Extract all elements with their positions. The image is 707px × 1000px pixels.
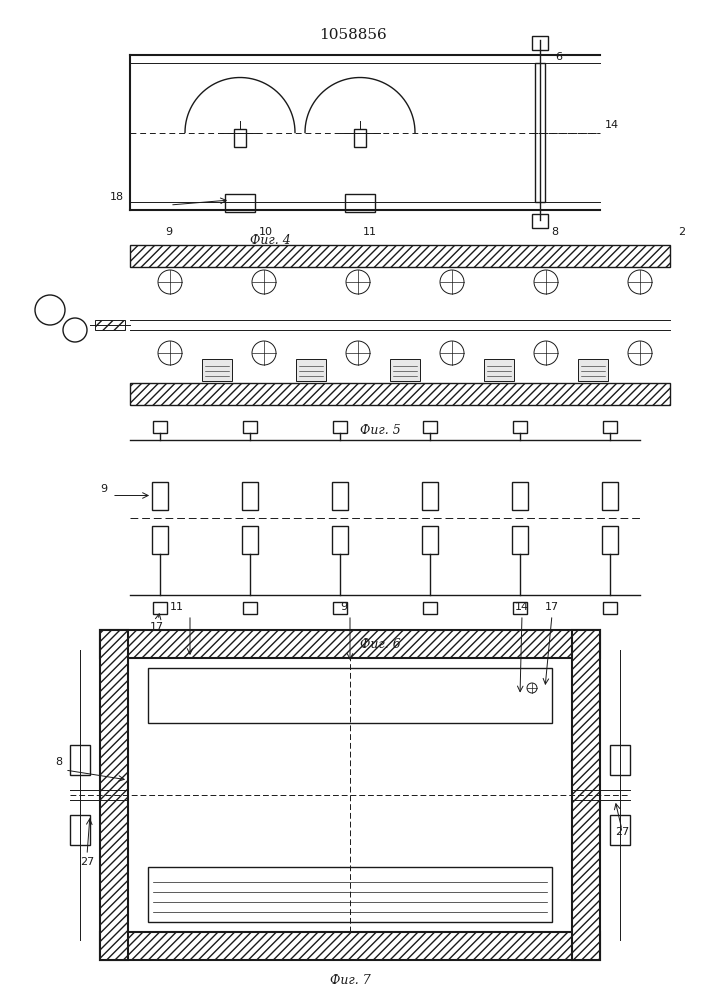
Circle shape (346, 341, 370, 365)
Text: 11: 11 (363, 227, 377, 237)
Circle shape (252, 341, 276, 365)
FancyBboxPatch shape (243, 602, 257, 614)
Text: 8: 8 (551, 227, 558, 237)
FancyBboxPatch shape (512, 526, 528, 554)
Text: 17: 17 (150, 622, 164, 632)
FancyBboxPatch shape (100, 932, 600, 960)
FancyBboxPatch shape (513, 602, 527, 614)
FancyBboxPatch shape (242, 482, 258, 510)
FancyBboxPatch shape (152, 482, 168, 510)
FancyBboxPatch shape (422, 482, 438, 510)
FancyBboxPatch shape (423, 602, 437, 614)
Circle shape (534, 341, 558, 365)
Text: 2: 2 (678, 227, 685, 237)
FancyBboxPatch shape (152, 526, 168, 554)
Text: 10: 10 (259, 227, 273, 237)
Text: 11: 11 (170, 602, 184, 612)
Circle shape (440, 341, 464, 365)
Circle shape (158, 341, 182, 365)
FancyBboxPatch shape (332, 526, 348, 554)
Text: 14: 14 (515, 602, 529, 612)
FancyBboxPatch shape (610, 745, 630, 775)
FancyBboxPatch shape (100, 630, 600, 658)
FancyBboxPatch shape (332, 482, 348, 510)
Text: 17: 17 (545, 602, 559, 612)
Text: 18: 18 (110, 192, 124, 202)
FancyBboxPatch shape (532, 36, 548, 50)
FancyBboxPatch shape (333, 421, 347, 433)
FancyBboxPatch shape (532, 214, 548, 228)
Circle shape (346, 270, 370, 294)
Text: 9: 9 (340, 602, 347, 612)
FancyBboxPatch shape (130, 245, 670, 267)
FancyBboxPatch shape (242, 526, 258, 554)
Text: 1058856: 1058856 (319, 28, 387, 42)
Circle shape (534, 270, 558, 294)
FancyBboxPatch shape (225, 194, 255, 212)
Text: 6: 6 (555, 52, 562, 62)
FancyBboxPatch shape (148, 668, 552, 723)
FancyBboxPatch shape (345, 194, 375, 212)
FancyBboxPatch shape (535, 63, 545, 202)
FancyBboxPatch shape (202, 359, 232, 381)
Circle shape (527, 683, 537, 693)
Text: Фиг. 5: Фиг. 5 (360, 424, 400, 436)
FancyBboxPatch shape (234, 128, 246, 146)
Circle shape (440, 270, 464, 294)
Text: Фиг. 4: Фиг. 4 (250, 233, 291, 246)
FancyBboxPatch shape (513, 421, 527, 433)
Text: Фиг. 7: Фиг. 7 (329, 974, 370, 986)
FancyBboxPatch shape (354, 128, 366, 146)
FancyBboxPatch shape (572, 630, 600, 960)
FancyBboxPatch shape (130, 383, 670, 405)
FancyBboxPatch shape (512, 482, 528, 510)
FancyBboxPatch shape (148, 867, 552, 922)
Circle shape (158, 270, 182, 294)
FancyBboxPatch shape (243, 421, 257, 433)
Circle shape (628, 270, 652, 294)
FancyBboxPatch shape (153, 602, 167, 614)
FancyBboxPatch shape (484, 359, 514, 381)
FancyBboxPatch shape (296, 359, 326, 381)
FancyBboxPatch shape (423, 421, 437, 433)
Circle shape (252, 270, 276, 294)
Text: Фиг. 6: Фиг. 6 (360, 639, 400, 652)
FancyBboxPatch shape (70, 745, 90, 775)
FancyBboxPatch shape (333, 602, 347, 614)
FancyBboxPatch shape (153, 421, 167, 433)
Text: 27: 27 (615, 827, 629, 837)
FancyBboxPatch shape (602, 482, 618, 510)
Circle shape (63, 318, 87, 342)
Text: 8: 8 (55, 757, 62, 767)
Text: 14: 14 (605, 119, 619, 129)
Text: 9: 9 (165, 227, 172, 237)
FancyBboxPatch shape (610, 815, 630, 845)
Circle shape (628, 341, 652, 365)
FancyBboxPatch shape (100, 630, 128, 960)
FancyBboxPatch shape (602, 526, 618, 554)
FancyBboxPatch shape (390, 359, 420, 381)
Circle shape (35, 295, 65, 325)
FancyBboxPatch shape (603, 421, 617, 433)
FancyBboxPatch shape (422, 526, 438, 554)
FancyBboxPatch shape (578, 359, 608, 381)
Text: 9: 9 (100, 485, 107, 494)
FancyBboxPatch shape (95, 320, 125, 330)
FancyBboxPatch shape (603, 602, 617, 614)
FancyBboxPatch shape (70, 815, 90, 845)
Text: 27: 27 (80, 857, 94, 867)
